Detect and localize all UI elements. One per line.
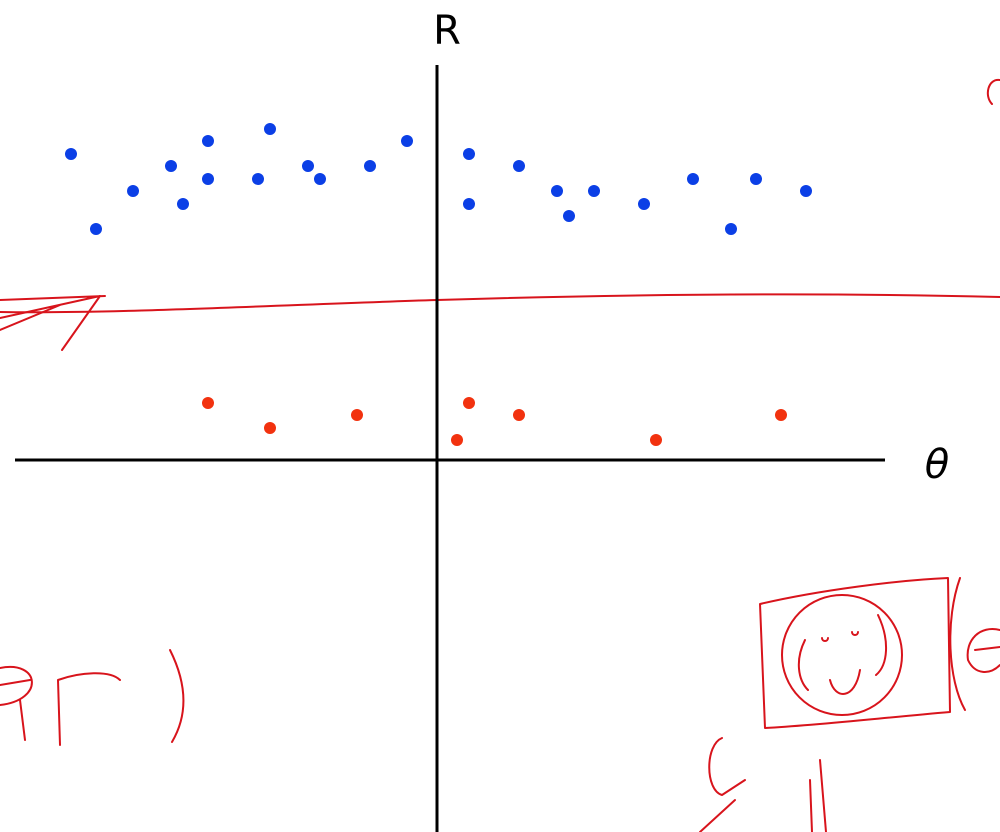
drawn-box bbox=[760, 578, 950, 728]
point bbox=[725, 223, 737, 235]
point bbox=[202, 397, 214, 409]
point bbox=[687, 173, 699, 185]
drawn-scribble bbox=[0, 650, 183, 745]
point bbox=[451, 434, 463, 446]
drawn-line bbox=[0, 294, 1000, 312]
point bbox=[638, 198, 650, 210]
point bbox=[202, 173, 214, 185]
drawn-face-detail bbox=[799, 615, 886, 694]
point bbox=[463, 148, 475, 160]
point bbox=[800, 185, 812, 197]
point bbox=[775, 409, 787, 421]
point bbox=[463, 198, 475, 210]
point bbox=[264, 123, 276, 135]
point bbox=[551, 185, 563, 197]
point bbox=[401, 135, 413, 147]
point bbox=[588, 185, 600, 197]
point bbox=[563, 210, 575, 222]
x-axis-label: θ bbox=[925, 442, 949, 488]
point bbox=[165, 160, 177, 172]
point bbox=[513, 160, 525, 172]
point bbox=[302, 160, 314, 172]
point bbox=[202, 135, 214, 147]
annotations bbox=[0, 80, 1000, 832]
point bbox=[65, 148, 77, 160]
drawn-arrow bbox=[0, 296, 105, 350]
y-axis-label: R bbox=[433, 8, 461, 54]
point bbox=[750, 173, 762, 185]
point bbox=[650, 434, 662, 446]
point bbox=[351, 409, 363, 421]
chart: R θ bbox=[0, 0, 1000, 832]
point bbox=[314, 173, 326, 185]
point bbox=[463, 397, 475, 409]
drawn-marks bbox=[950, 80, 1000, 710]
point bbox=[127, 185, 139, 197]
point bbox=[90, 223, 102, 235]
drawn-scribble-2 bbox=[700, 738, 826, 832]
point bbox=[252, 173, 264, 185]
point bbox=[364, 160, 376, 172]
point bbox=[177, 198, 189, 210]
point bbox=[264, 422, 276, 434]
point bbox=[513, 409, 525, 421]
